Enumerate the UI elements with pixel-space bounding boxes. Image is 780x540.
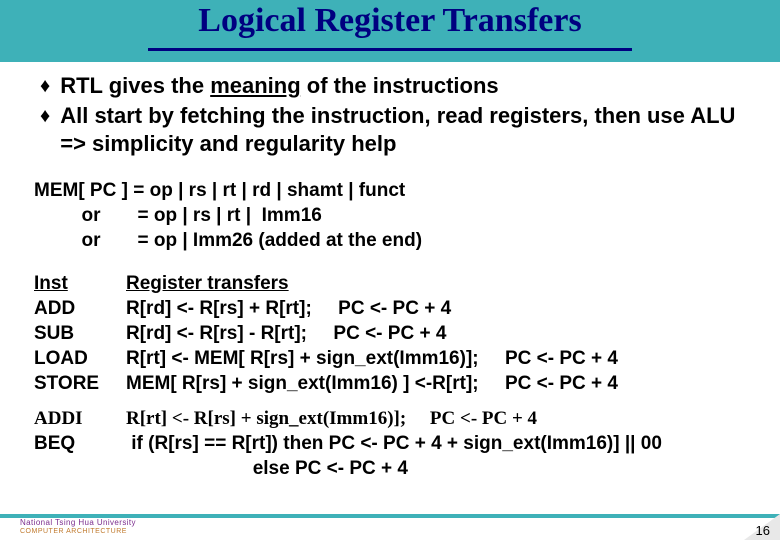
cell-rt: if (R[rs] == R[rt]) then PC <- PC + 4 + … xyxy=(126,431,746,456)
cell-rt: else PC <- PC + 4 xyxy=(126,456,746,481)
diamond-icon: ♦ xyxy=(40,72,50,100)
bullet-underline: meaning xyxy=(210,73,300,98)
bullet-item: ♦ RTL gives the meaning of the instructi… xyxy=(34,72,746,100)
footer-line1: National Tsing Hua University xyxy=(20,518,136,527)
cell-rt: R[rt] <- R[rs] + sign_ext(Imm16)]; PC <-… xyxy=(126,406,746,431)
slide: Logical Register Transfers ♦ RTL gives t… xyxy=(0,0,780,540)
mem-format-block: MEM[ PC ] = op | rs | rt | rd | shamt | … xyxy=(34,178,746,253)
table-row: ADD R[rd] <- R[rs] + R[rt]; PC <- PC + 4 xyxy=(34,296,746,321)
mem-line: or = op | rs | rt | Imm16 xyxy=(34,203,746,228)
cell-rt: R[rt] <- MEM[ R[rs] + sign_ext(Imm16)]; … xyxy=(126,346,746,371)
slide-title: Logical Register Transfers xyxy=(0,2,780,40)
bullet-pre: RTL gives the xyxy=(60,73,210,98)
mem-line: MEM[ PC ] = op | rs | rt | rd | shamt | … xyxy=(34,178,746,203)
bullet-post: of the instructions xyxy=(301,73,499,98)
cell-inst: LOAD xyxy=(34,346,126,371)
bullet-pre: All start by fetching the instruction, r… xyxy=(60,103,735,156)
cell-inst xyxy=(34,456,126,481)
cell-rt: R[rd] <- R[rs] - R[rt]; PC <- PC + 4 xyxy=(126,321,746,346)
footer-logo: National Tsing Hua University COMPUTER A… xyxy=(20,518,136,536)
cell-inst: ADD xyxy=(34,296,126,321)
table-row: SUB R[rd] <- R[rs] - R[rt]; PC <- PC + 4 xyxy=(34,321,746,346)
footer-line2: COMPUTER ARCHITECTURE xyxy=(20,527,136,536)
cell-rt: MEM[ R[rs] + sign_ext(Imm16) ] <-R[rt]; … xyxy=(126,371,746,396)
table-row: ADDI R[rt] <- R[rs] + sign_ext(Imm16)]; … xyxy=(34,406,746,431)
content-area: ♦ RTL gives the meaning of the instructi… xyxy=(34,72,746,481)
cell-inst: STORE xyxy=(34,371,126,396)
diamond-icon: ♦ xyxy=(40,102,50,130)
cell-inst: BEQ xyxy=(34,431,126,456)
table-row: LOAD R[rt] <- MEM[ R[rs] + sign_ext(Imm1… xyxy=(34,346,746,371)
instruction-table: Inst Register transfers ADD R[rd] <- R[r… xyxy=(34,271,746,481)
table-header-row: Inst Register transfers xyxy=(34,271,746,296)
mem-line: or = op | Imm26 (added at the end) xyxy=(34,228,746,253)
table-row: else PC <- PC + 4 xyxy=(34,456,746,481)
table-row: STORE MEM[ R[rs] + sign_ext(Imm16) ] <-R… xyxy=(34,371,746,396)
cell-inst: SUB xyxy=(34,321,126,346)
cell-inst: ADDI xyxy=(34,406,126,431)
cell-rt: R[rd] <- R[rs] + R[rt]; PC <- PC + 4 xyxy=(126,296,746,321)
bullet-text: All start by fetching the instruction, r… xyxy=(60,102,746,158)
header-inst: Inst xyxy=(34,271,126,296)
title-underline xyxy=(148,48,632,51)
bullet-item: ♦ All start by fetching the instruction,… xyxy=(34,102,746,158)
page-number: 16 xyxy=(756,523,770,538)
bullet-text: RTL gives the meaning of the instruction… xyxy=(60,72,498,100)
table-row: BEQ if (R[rs] == R[rt]) then PC <- PC + … xyxy=(34,431,746,456)
header-rt: Register transfers xyxy=(126,271,746,296)
